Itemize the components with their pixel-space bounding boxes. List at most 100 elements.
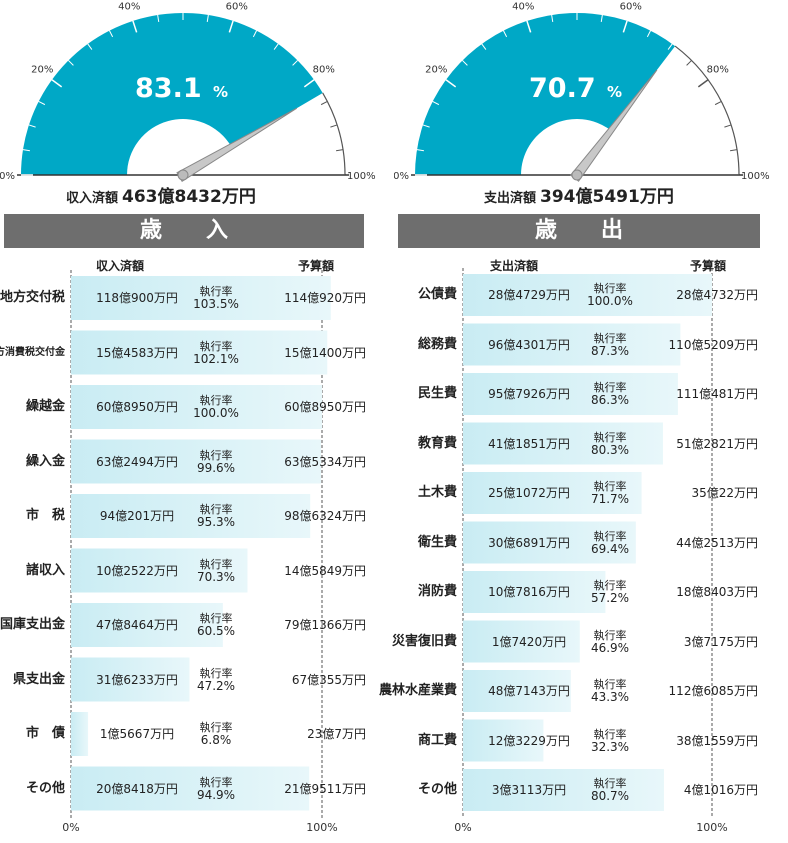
revenue-bar — [71, 276, 331, 320]
expenditure-col-spent: 支出済額 — [490, 259, 539, 273]
revenue-row: 繰越金 60億8950万円 執行率 100.0% 60億8950万円 — [0, 382, 394, 432]
revenue-bar — [71, 385, 322, 429]
revenue-gauge-tick — [252, 30, 257, 38]
revenue-category-label: 市 税 — [25, 508, 65, 523]
revenue-rate: 執行率 95.3% — [186, 503, 246, 529]
expenditure-rate-label: 執行率 — [593, 480, 627, 493]
revenue-rate-label: 執行率 — [199, 394, 233, 407]
expenditure-panel: 0% 20% 40% 60% 80% 100% 70.7% 支出済額 394億5491万円 歳… — [379, 0, 788, 843]
revenue-col-spent: 収入済額 — [96, 259, 145, 273]
expenditure-rate-label: 執行率 — [593, 282, 627, 295]
revenue-row: 県支出金 31億6233万円 執行率 47.2% 67億355万円 — [0, 655, 394, 705]
revenue-bar — [71, 548, 248, 593]
revenue-rate-value: 95.3% — [196, 515, 236, 529]
expenditure-category-label: 衛生費 — [417, 534, 457, 550]
expenditure-gauge-unit: % — [607, 83, 622, 101]
revenue-axis-label-100: 100% — [306, 821, 337, 834]
revenue-category-label: 県支出金 — [12, 671, 65, 687]
revenue-row: その他 20億8418万円 執行率 94.9% 21億9511万円 — [0, 764, 394, 814]
expenditure-spent-value: 12億3229万円 — [488, 733, 570, 748]
expenditure-rate-value: 100.0% — [587, 294, 633, 308]
revenue-row: 諸収入 10億2522万円 執行率 70.3% 14億5849万円 — [0, 546, 394, 596]
expenditure-budget-value: 44億2513万円 — [676, 535, 758, 550]
expenditure-budget-value: 110億5209万円 — [668, 337, 758, 352]
expenditure-axis-label-100: 100% — [696, 821, 727, 834]
expenditure-axis-label-0: 0% — [454, 821, 471, 834]
revenue-bar — [71, 766, 310, 811]
expenditure-gauge-tick — [526, 20, 532, 33]
revenue-panel: 0% 20% 40% 60% 80% 100% 83.1% 収入済額 463億8432万円 歳… — [0, 2, 394, 834]
revenue-rate-value: 100.0% — [193, 406, 239, 420]
expenditure-spent-value: 28億4729万円 — [488, 288, 570, 302]
expenditure-row: 公債費 28億4729万円 執行率 100.0% 28億4732万円 — [394, 270, 788, 320]
revenue-category-label: その他 — [25, 780, 65, 796]
expenditure-col-budget: 予算額 — [690, 259, 727, 273]
expenditure-gauge-tick — [622, 20, 628, 33]
expenditure-total: 支出済額 394億5491万円 — [484, 182, 674, 207]
revenue-gauge-tick — [132, 20, 138, 33]
revenue-gauge-tick-label: 20% — [31, 65, 53, 76]
expenditure-budget-value: 18億8403万円 — [676, 585, 758, 599]
expenditure-row: 総務費 96億4301万円 執行率 87.3% 110億5209万円 — [394, 320, 788, 370]
expenditure-category-label: 農林水産業費 — [378, 683, 457, 698]
revenue-bar — [71, 657, 190, 702]
expenditure-gauge-hub — [571, 169, 583, 181]
revenue-gauge-tick — [273, 43, 279, 50]
expenditure-rate-label: 執行率 — [593, 579, 627, 592]
expenditure-spent-value: 30億6891万円 — [488, 535, 570, 550]
revenue-category-label: 地方消費税交付金 — [0, 346, 65, 358]
expenditure-gauge-track — [674, 45, 740, 176]
expenditure-bar — [463, 472, 642, 514]
expenditure-category-label: 商工費 — [417, 732, 457, 748]
revenue-spent-value: 47億8464万円 — [96, 618, 178, 632]
revenue-rate-label: 執行率 — [199, 339, 233, 353]
expenditure-bar — [463, 571, 606, 613]
revenue-gauge-tick-label: 0% — [0, 171, 15, 182]
revenue-budget-value: 23億7万円 — [307, 727, 366, 741]
revenue-gauge-track — [322, 92, 346, 176]
revenue-row: 国庫支出金 47億8464万円 執行率 60.5% 79億1366万円 — [0, 600, 394, 650]
expenditure-gauge-value: 70.7 — [529, 73, 596, 104]
expenditure-rate: 執行率 100.0% — [580, 282, 640, 308]
expenditure-budget-value: 4億1016万円 — [683, 783, 758, 797]
expenditure-bar — [463, 323, 681, 366]
expenditure-gauge: 0% 20% 40% 60% 80% 100% 70.7% — [394, 2, 770, 182]
expenditure-gauge-fill — [415, 12, 676, 175]
revenue-rate-label: 執行率 — [199, 721, 233, 734]
revenue-gauge-tick — [22, 149, 30, 152]
revenue-rate: 執行率 70.3% — [186, 558, 246, 584]
expenditure-gauge-tick — [730, 149, 738, 152]
revenue-gauge-tick — [320, 101, 328, 106]
expenditure-rate-label: 執行率 — [593, 727, 627, 741]
revenue-spent-value: 10億2522万円 — [96, 563, 178, 578]
expenditure-rate-value: 46.9% — [590, 640, 630, 655]
expenditure-budget-value: 111億481万円 — [676, 387, 758, 401]
expenditure-row: 商工費 12億3229万円 執行率 32.3% 38億1559万円 — [394, 716, 788, 766]
revenue-rate: 執行率 94.9% — [186, 776, 246, 802]
expenditure-spent-value: 1億7420万円 — [491, 634, 567, 649]
expenditure-budget-value: 35億22万円 — [691, 486, 758, 500]
revenue-spent-value: 15億4583万円 — [96, 345, 178, 360]
revenue-gauge-unit: % — [213, 83, 228, 101]
revenue-spent-value: 1億5667万円 — [99, 727, 175, 741]
expenditure-bar — [463, 274, 712, 316]
revenue-category-label: 市 債 — [25, 726, 65, 741]
revenue-rate-label: 執行率 — [199, 503, 233, 516]
expenditure-rate-value: 57.2% — [590, 591, 630, 605]
expenditure-total-label: 支出済額 — [484, 191, 537, 206]
revenue-gauge-tick — [87, 43, 93, 50]
revenue-gauge-tick — [303, 79, 315, 88]
revenue-rate-value: 47.2% — [196, 678, 236, 693]
revenue-rate-value: 102.1% — [193, 351, 239, 366]
expenditure-gauge-tick — [432, 101, 440, 106]
expenditure-rate: 執行率 86.3% — [580, 381, 640, 407]
expenditure-spent-value: 96億4301万円 — [488, 337, 570, 352]
revenue-gauge-tick — [330, 124, 338, 128]
revenue-rate-value: 94.9% — [196, 787, 236, 802]
expenditure-rate-value: 32.3% — [590, 739, 630, 754]
revenue-rate: 執行率 60.5% — [186, 612, 246, 638]
revenue-total-label: 収入済額 — [66, 191, 119, 206]
expenditure-gauge-tick-label: 100% — [741, 171, 770, 182]
expenditure-category-label: 教育費 — [417, 435, 457, 451]
revenue-rate-value: 99.6% — [196, 460, 236, 475]
